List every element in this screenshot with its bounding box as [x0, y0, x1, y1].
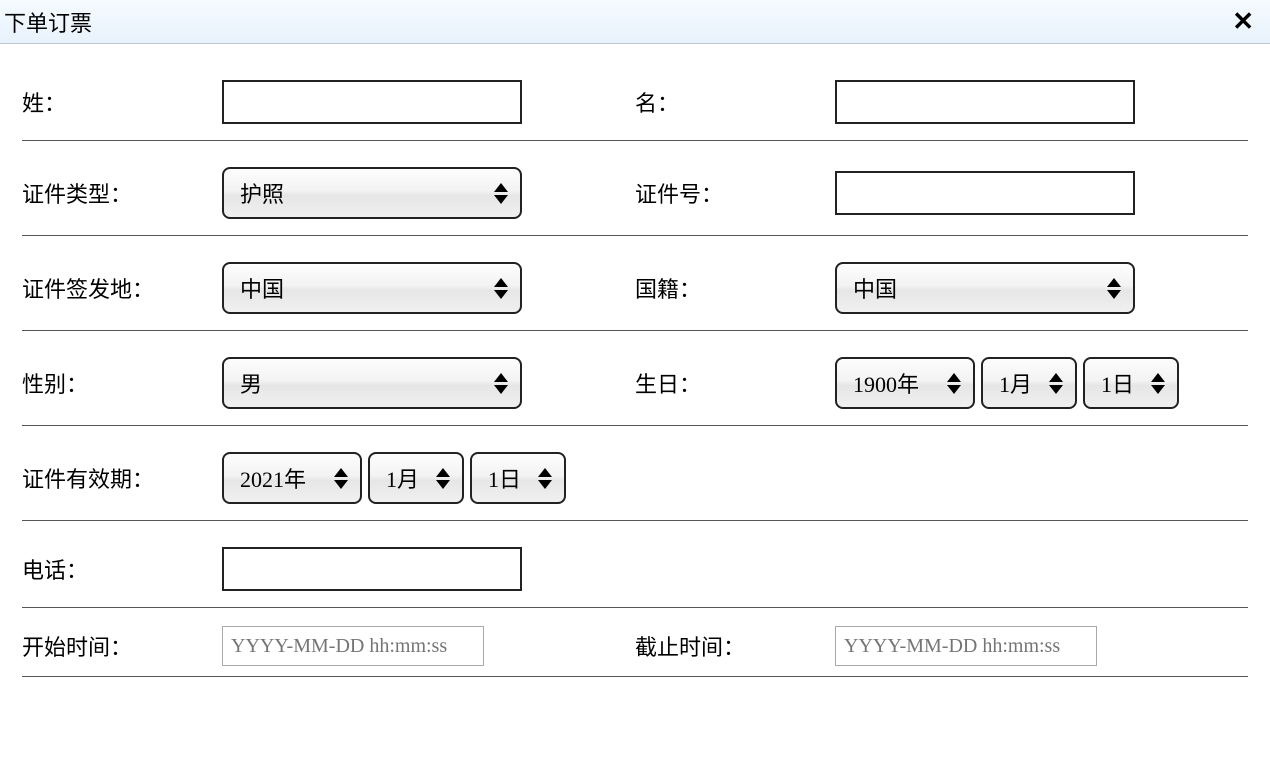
id-number-input[interactable] — [835, 171, 1135, 215]
spinner-icon — [538, 468, 552, 489]
gender-value: 男 — [240, 367, 262, 399]
row-time-range: 开始时间： 截止时间： — [22, 608, 1248, 677]
label-given-name: 名： — [635, 86, 835, 118]
phone-input[interactable] — [222, 547, 522, 591]
birthday-year-value: 1900年 — [853, 367, 919, 399]
nationality-select[interactable]: 中国 — [835, 262, 1135, 314]
row-phone: 电话： — [22, 521, 1248, 608]
expiry-month-select[interactable]: 1月 — [368, 452, 464, 504]
label-nationality: 国籍： — [635, 272, 835, 304]
row-name: 姓： 名： — [22, 54, 1248, 141]
order-form: 姓： 名： 证件类型： 护照 证件号： 证件签发地： 中国 — [0, 44, 1270, 697]
nationality-value: 中国 — [853, 272, 897, 304]
given-name-input[interactable] — [835, 80, 1135, 124]
row-gender-birthday: 性别： 男 生日： 1900年 1月 1日 — [22, 331, 1248, 426]
label-phone: 电话： — [22, 553, 222, 585]
id-type-select[interactable]: 护照 — [222, 167, 522, 219]
label-gender: 性别： — [22, 367, 222, 399]
surname-input[interactable] — [222, 80, 522, 124]
id-type-value: 护照 — [240, 177, 284, 209]
row-id-type: 证件类型： 护照 证件号： — [22, 141, 1248, 236]
label-id-expiry: 证件有效期： — [22, 462, 222, 494]
spinner-icon — [947, 373, 961, 394]
close-icon[interactable]: ✕ — [1226, 5, 1260, 39]
spinner-icon — [1107, 278, 1121, 299]
expiry-year-value: 2021年 — [240, 462, 306, 494]
label-id-number: 证件号： — [635, 177, 835, 209]
expiry-day-select[interactable]: 1日 — [470, 452, 566, 504]
gender-select[interactable]: 男 — [222, 357, 522, 409]
spinner-icon — [1049, 373, 1063, 394]
expiry-month-value: 1月 — [386, 462, 419, 494]
row-id-expiry: 证件有效期： 2021年 1月 1日 — [22, 426, 1248, 521]
label-id-type: 证件类型： — [22, 177, 222, 209]
birthday-month-value: 1月 — [999, 367, 1032, 399]
spinner-icon — [1151, 373, 1165, 394]
label-end-time: 截止时间： — [635, 630, 835, 662]
expiry-day-value: 1日 — [488, 462, 521, 494]
spinner-icon — [436, 468, 450, 489]
label-id-issue-place: 证件签发地： — [22, 272, 222, 304]
birthday-day-value: 1日 — [1101, 367, 1134, 399]
label-surname: 姓： — [22, 86, 222, 118]
expiry-year-select[interactable]: 2021年 — [222, 452, 362, 504]
birthday-year-select[interactable]: 1900年 — [835, 357, 975, 409]
spinner-icon — [494, 278, 508, 299]
id-issue-place-select[interactable]: 中国 — [222, 262, 522, 314]
start-time-input[interactable] — [222, 626, 484, 666]
birthday-day-select[interactable]: 1日 — [1083, 357, 1179, 409]
dialog-title: 下单订票 — [4, 6, 92, 38]
spinner-icon — [494, 373, 508, 394]
id-issue-place-value: 中国 — [240, 272, 284, 304]
spinner-icon — [334, 468, 348, 489]
end-time-input[interactable] — [835, 626, 1097, 666]
label-start-time: 开始时间： — [22, 630, 222, 662]
spinner-icon — [494, 183, 508, 204]
label-birthday: 生日： — [635, 367, 835, 399]
row-issue-nationality: 证件签发地： 中国 国籍： 中国 — [22, 236, 1248, 331]
dialog-titlebar: 下单订票 ✕ — [0, 0, 1270, 44]
birthday-month-select[interactable]: 1月 — [981, 357, 1077, 409]
